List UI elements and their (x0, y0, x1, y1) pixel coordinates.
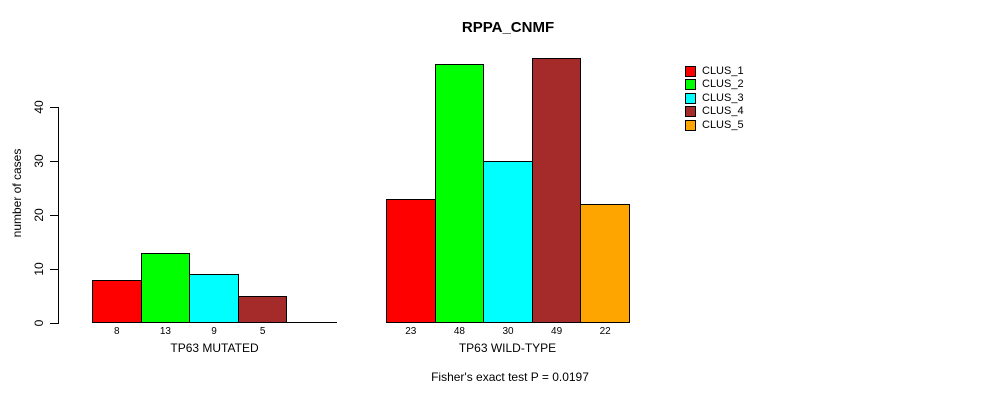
legend-label: CLUS_1 (702, 65, 744, 77)
bar-clus_3 (483, 161, 533, 323)
y-axis-tick (50, 107, 58, 108)
bar-clus_2 (434, 63, 485, 323)
legend-swatch-clus_4 (685, 106, 696, 118)
y-axis-line (58, 107, 59, 324)
y-axis-tick (50, 323, 58, 324)
bar-clus_1 (386, 198, 436, 323)
legend-swatch-clus_2 (685, 79, 696, 91)
y-axis-tick (50, 161, 58, 162)
bar-value-label: 48 (453, 326, 465, 337)
y-axis-label: number of cases (10, 148, 24, 238)
y-axis-tick (50, 215, 58, 216)
group-label: TP63 WILD-TYPE (458, 341, 557, 355)
bar-clus_1 (92, 279, 142, 323)
y-tick-label: 20 (32, 208, 46, 222)
bar-value-label: 9 (211, 326, 217, 337)
bar-clus_4 (531, 58, 582, 323)
bar-value-label: 22 (599, 326, 611, 337)
bar-clus_5 (580, 204, 630, 323)
bar-clus_2 (140, 252, 191, 323)
bar-clus_3 (189, 274, 239, 323)
bar-value-label: 23 (405, 326, 417, 337)
chart-title: RPPA_CNMF (461, 19, 555, 36)
bar-value-label: 5 (259, 326, 266, 337)
legend-swatch-clus_3 (685, 92, 696, 104)
bar-clus_4 (237, 296, 288, 323)
footnote: Fisher's exact test P = 0.0197 (431, 370, 589, 384)
y-axis-tick (50, 269, 58, 270)
group-label: TP63 MUTATED (170, 341, 259, 355)
y-tick-label: 30 (32, 154, 46, 168)
legend-label: CLUS_2 (702, 78, 744, 91)
bar-value-label: 30 (502, 326, 514, 337)
legend-swatch-clus_5 (685, 119, 696, 131)
legend-label: CLUS_3 (702, 91, 744, 104)
legend-label: CLUS_4 (702, 105, 744, 118)
bar-value-label: 49 (551, 326, 563, 337)
y-tick-label: 10 (32, 262, 46, 276)
y-tick-label: 0 (32, 319, 46, 327)
legend-swatch-clus_1 (685, 66, 696, 77)
legend-label: CLUS_5 (702, 118, 744, 131)
y-tick-label: 40 (32, 100, 46, 114)
bar-value-label: 13 (159, 326, 171, 337)
bar-value-label: 8 (114, 326, 120, 337)
